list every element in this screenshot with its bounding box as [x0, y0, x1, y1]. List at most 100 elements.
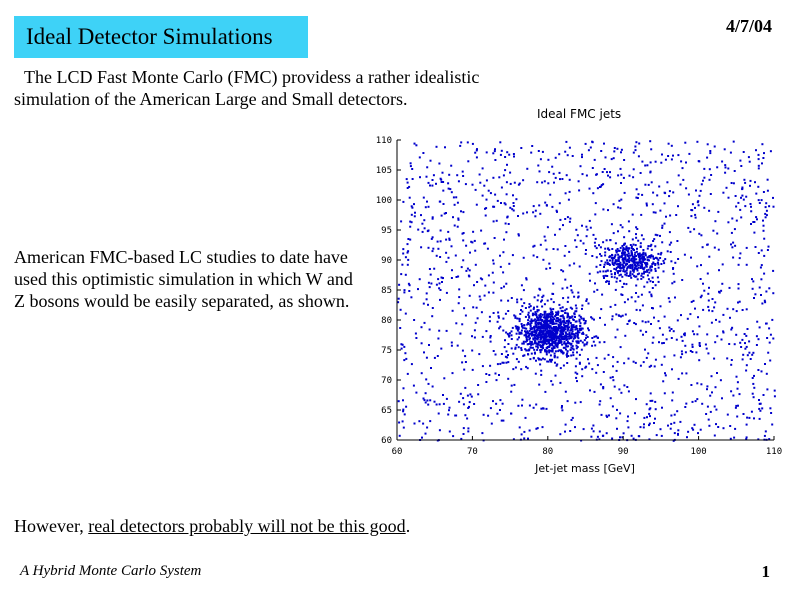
data-point: [648, 412, 651, 415]
data-point: [431, 216, 434, 219]
data-point: [629, 244, 632, 246]
data-point: [745, 334, 748, 337]
data-point: [571, 332, 574, 335]
data-point: [624, 273, 627, 276]
data-point: [642, 255, 645, 258]
data-point: [498, 327, 501, 330]
data-point: [649, 266, 652, 269]
data-point: [537, 319, 540, 322]
data-point: [539, 336, 542, 339]
data-point: [735, 375, 738, 378]
data-point: [611, 248, 614, 250]
data-point: [667, 424, 669, 427]
data-point: [672, 154, 674, 157]
data-point: [571, 155, 574, 157]
data-point: [547, 323, 550, 326]
data-point: [425, 175, 428, 178]
data-point: [575, 376, 578, 379]
data-point: [612, 365, 614, 368]
data-point: [512, 153, 515, 155]
data-point: [571, 345, 574, 348]
data-point: [754, 246, 757, 248]
data-point: [529, 340, 532, 343]
data-point: [741, 338, 744, 341]
data-point: [497, 315, 500, 318]
data-point: [564, 278, 567, 281]
data-point: [647, 268, 650, 271]
data-point: [541, 181, 544, 184]
data-point: [602, 386, 605, 388]
data-point: [581, 332, 584, 335]
data-point: [576, 327, 579, 330]
data-point: [532, 319, 535, 322]
data-point: [633, 256, 636, 258]
data-point: [752, 382, 755, 385]
data-point: [617, 314, 620, 317]
data-point: [573, 335, 576, 338]
data-point: [595, 265, 598, 268]
data-point: [502, 251, 505, 254]
data-point: [554, 332, 557, 335]
data-point: [520, 309, 522, 311]
data-point: [622, 268, 625, 271]
data-point: [637, 295, 640, 298]
data-point: [556, 248, 559, 251]
data-point: [671, 391, 674, 394]
data-point: [772, 292, 775, 295]
data-point: [510, 347, 513, 350]
data-point: [628, 265, 631, 268]
data-point: [740, 346, 743, 348]
data-point: [764, 206, 767, 209]
data-point: [459, 392, 462, 395]
data-point: [553, 355, 556, 358]
data-point: [541, 343, 544, 346]
data-point: [535, 359, 537, 362]
data-point: [441, 171, 444, 174]
data-point: [505, 282, 508, 285]
data-point: [639, 172, 642, 174]
data-point: [692, 299, 695, 302]
data-point: [557, 311, 560, 314]
data-point: [751, 392, 754, 395]
data-point: [541, 346, 544, 349]
data-point: [581, 224, 583, 227]
data-point: [526, 167, 529, 170]
data-point: [645, 265, 648, 268]
data-point: [500, 202, 502, 204]
data-point: [710, 174, 713, 176]
data-point: [568, 333, 571, 336]
data-point: [560, 269, 563, 272]
data-point: [722, 331, 725, 334]
data-point: [564, 312, 567, 314]
data-point: [572, 351, 575, 354]
data-point: [476, 317, 479, 320]
data-point: [564, 390, 567, 393]
data-point: [582, 331, 584, 334]
data-point: [637, 435, 640, 438]
data-point: [602, 270, 605, 273]
data-point: [628, 174, 631, 177]
data-point: [599, 383, 602, 386]
data-point: [440, 276, 443, 279]
data-point: [598, 438, 601, 441]
data-point: [462, 403, 465, 406]
data-point: [604, 323, 606, 326]
data-point: [593, 390, 596, 393]
data-point: [544, 319, 547, 322]
data-point: [520, 323, 523, 325]
data-point: [436, 240, 439, 243]
data-point: [633, 268, 636, 271]
data-point: [559, 307, 562, 310]
data-point: [557, 313, 559, 316]
data-point: [447, 182, 450, 185]
data-point: [673, 432, 676, 435]
data-point: [418, 156, 421, 159]
data-point: [550, 338, 553, 341]
data-point: [500, 299, 503, 302]
data-point: [646, 256, 649, 259]
data-point: [735, 310, 738, 313]
data-point: [464, 386, 467, 389]
data-point: [591, 368, 594, 371]
data-point: [460, 266, 463, 269]
data-point: [621, 245, 624, 247]
